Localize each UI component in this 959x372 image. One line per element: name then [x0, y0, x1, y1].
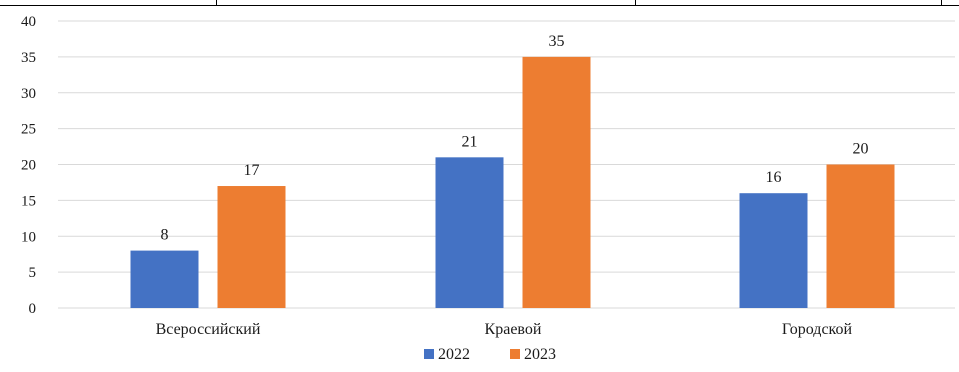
- category-label: Городской: [782, 321, 853, 338]
- legend: 2022 2023: [424, 346, 556, 363]
- category-label: Краевой: [485, 321, 542, 338]
- x-axis-categories: Всероссийский Краевой Городской: [156, 321, 853, 338]
- bar-2023-1: [522, 56, 591, 308]
- y-tick-label: 25: [21, 122, 36, 138]
- data-label: 17: [244, 162, 260, 179]
- data-label: 16: [766, 169, 782, 186]
- data-label: 35: [549, 33, 565, 50]
- legend-label: 2023: [524, 346, 556, 363]
- data-label: 21: [462, 133, 478, 150]
- legend-label: 2022: [438, 346, 470, 363]
- y-tick-label: 35: [21, 50, 36, 66]
- bar-2023-2: [826, 164, 895, 308]
- bar-2022-0: [130, 250, 199, 308]
- bar-2022-2: [739, 193, 808, 308]
- legend-swatch: [424, 349, 434, 359]
- gridlines: [58, 20, 955, 309]
- y-tick-label: 30: [21, 86, 36, 102]
- y-tick-label: 5: [29, 265, 37, 281]
- y-tick-label: 10: [21, 229, 36, 245]
- category-label: Всероссийский: [156, 321, 261, 338]
- y-tick-label: 0: [29, 301, 37, 317]
- data-labels: 8 17 21 35 16 20: [161, 33, 869, 244]
- bar-2022-1: [435, 157, 504, 308]
- bar-2023-0: [217, 186, 286, 308]
- legend-swatch: [510, 349, 520, 359]
- y-tick-label: 20: [21, 158, 36, 174]
- y-tick-label: 40: [21, 14, 36, 30]
- bars: [130, 56, 895, 308]
- data-label: 20: [853, 141, 869, 158]
- data-label: 8: [161, 227, 169, 244]
- y-tick-label: 15: [21, 193, 36, 209]
- y-axis-ticks: 0 5 10 15 20 25 30 35 40: [21, 14, 36, 317]
